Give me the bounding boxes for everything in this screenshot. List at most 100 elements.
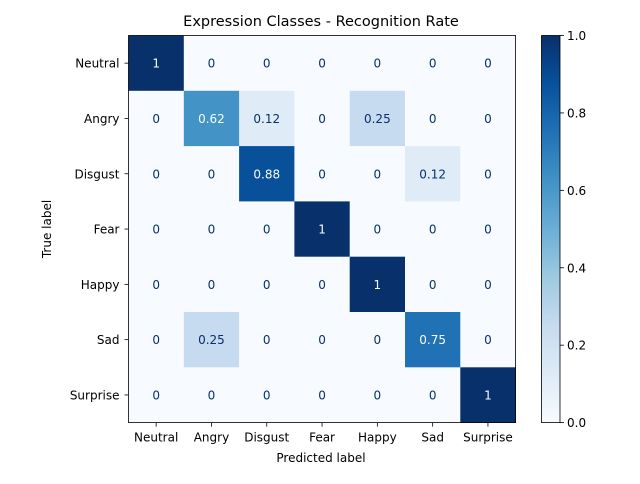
cell-value-label-r0-c5: 0	[429, 57, 437, 71]
cell-value-label-r3-c6: 0	[484, 223, 492, 237]
cell-value-label-r0-c4: 0	[374, 57, 382, 71]
heatmap-cell-r2-c5	[405, 146, 461, 202]
heatmap-cell-r2-c6	[460, 146, 516, 202]
cell-value-label-r4-c2: 0	[263, 278, 271, 292]
x-axis-ticks: Neutral Angry Disgust Fear Happy Sad Surprise	[134, 422, 513, 445]
heatmap-cell-r4-c2	[239, 256, 295, 313]
heatmap-cell-r4-c3	[294, 256, 351, 313]
x-tick-label-0: Neutral	[134, 431, 178, 445]
heatmap-cell-r6-c1	[183, 367, 240, 423]
colorbar-tick-label-3: 0.6	[567, 184, 586, 198]
colorbar-tick-label-4: 0.8	[567, 106, 586, 120]
heatmap-cell-r4-c0	[128, 256, 185, 313]
heatmap-cell-r2-c1	[183, 146, 240, 202]
cell-value-label-r6-c4: 0	[374, 388, 382, 402]
heatmap-cell-r5-c6	[460, 312, 516, 368]
heatmap-cell-r6-c0	[128, 367, 185, 423]
cell-value-label-r5-c3: 0	[318, 333, 326, 347]
heatmap-cell-r4-c5	[405, 256, 461, 313]
cell-value-label-r6-c0: 0	[152, 388, 160, 402]
cell-value-label-r2-c5: 0.12	[419, 167, 446, 181]
cell-value-label-r4-c6: 0	[484, 278, 492, 292]
heatmap-cell-r3-c5	[405, 201, 461, 258]
heatmap-cell-r0-c4	[349, 35, 406, 92]
cell-value-label-r6-c2: 0	[263, 388, 271, 402]
cell-value-label-r4-c3: 0	[318, 278, 326, 292]
heatmap-cell-r1-c5	[405, 90, 461, 147]
heatmap-cell-r5-c0	[128, 312, 185, 368]
heatmap-cell-r0-c3	[294, 35, 351, 92]
cell-value-label-r6-c1: 0	[208, 388, 216, 402]
x-tick-label-1: Angry	[194, 431, 229, 445]
y-tick-label-3: Fear	[94, 223, 120, 237]
cell-value-label-r1-c0: 0	[152, 112, 160, 126]
heatmap-cells	[128, 35, 516, 423]
cell-value-label-r5-c1: 0.25	[198, 333, 225, 347]
y-tick-label-1: Angry	[84, 112, 119, 126]
cell-value-label-r3-c5: 0	[429, 223, 437, 237]
heatmap-cell-r0-c0	[128, 35, 185, 92]
heatmap-cell-r4-c6	[460, 256, 516, 313]
colorbar: 0.0 0.2 0.4 0.6 0.8 1.0	[541, 29, 586, 430]
cell-value-label-r4-c1: 0	[208, 278, 216, 292]
cell-value-label-r3-c3: 1	[318, 223, 326, 237]
cell-value-label-r5-c5: 0.75	[419, 333, 446, 347]
chart-title: Expression Classes - Recognition Rate	[183, 14, 459, 30]
cell-value-label-r5-c4: 0	[374, 333, 382, 347]
heatmap-cell-r3-c0	[128, 201, 185, 258]
heatmap-cell-r5-c4	[349, 312, 406, 368]
heatmap-cell-r3-c4	[349, 201, 406, 258]
cell-value-label-r4-c5: 0	[429, 278, 437, 292]
heatmap-cell-r2-c3	[294, 146, 351, 202]
cell-value-label-r2-c4: 0	[374, 167, 382, 181]
cell-value-label-r1-c3: 0	[318, 112, 326, 126]
heatmap-cell-r6-c6	[460, 367, 516, 423]
heatmap-cell-r6-c3	[294, 367, 351, 423]
y-tick-label-2: Disgust	[74, 167, 119, 181]
cell-value-label-r2-c3: 0	[318, 167, 326, 181]
heatmap-cell-r1-c0	[128, 90, 185, 147]
heatmap-cell-r4-c1	[183, 256, 240, 313]
heatmap-cell-r1-c4	[349, 90, 406, 147]
heatmap-cell-r0-c6	[460, 35, 516, 92]
cell-value-label-r1-c5: 0	[429, 112, 437, 126]
x-tick-label-2: Disgust	[244, 431, 289, 445]
y-tick-label-5: Sad	[97, 333, 120, 347]
heatmap-cell-r5-c1	[183, 312, 240, 368]
cell-value-label-r1-c1: 0.62	[198, 112, 225, 126]
y-axis-ticks: Neutral Angry Disgust Fear Happy Sad Surprise	[70, 57, 129, 402]
heatmap-cell-r5-c5	[405, 312, 461, 368]
heatmap-cell-r4-c4	[349, 256, 406, 313]
heatmap-cell-r1-c1	[183, 90, 240, 147]
cell-value-label-r5-c6: 0	[484, 333, 492, 347]
heatmap-cell-r3-c3	[294, 201, 351, 258]
cell-value-label-r1-c2: 0.12	[253, 112, 280, 126]
cell-value-label-r0-c1: 0	[208, 57, 216, 71]
heatmap-cell-r0-c5	[405, 35, 461, 92]
x-axis-label: Predicted label	[276, 451, 365, 465]
heatmap-cell-r2-c0	[128, 146, 185, 202]
heatmap-cell-r6-c2	[239, 367, 295, 423]
heatmap-cell-r1-c6	[460, 90, 516, 147]
cell-value-label-r3-c1: 0	[208, 223, 216, 237]
cell-value-label-r1-c4: 0.25	[364, 112, 391, 126]
colorbar-tick-label-0: 0.0	[567, 416, 586, 430]
colorbar-tick-label-2: 0.4	[567, 261, 586, 275]
heatmap-cell-r5-c3	[294, 312, 351, 368]
cell-value-label-r5-c0: 0	[152, 333, 160, 347]
heatmap-cell-r0-c2	[239, 35, 295, 92]
heatmap-cell-r1-c2	[239, 90, 295, 147]
y-tick-label-0: Neutral	[75, 57, 119, 71]
matrix-frame	[128, 35, 517, 424]
cell-value-label-r2-c0: 0	[152, 167, 160, 181]
cell-value-label-r0-c2: 0	[263, 57, 271, 71]
x-tick-label-3: Fear	[309, 431, 335, 445]
heatmap-cell-r3-c2	[239, 201, 295, 258]
cell-value-label-r0-c6: 0	[484, 57, 492, 71]
y-tick-label-6: Surprise	[70, 388, 120, 402]
colorbar-frame	[541, 35, 561, 424]
cell-value-label-r6-c5: 0	[429, 388, 437, 402]
heatmap-cell-r2-c2	[239, 146, 295, 202]
